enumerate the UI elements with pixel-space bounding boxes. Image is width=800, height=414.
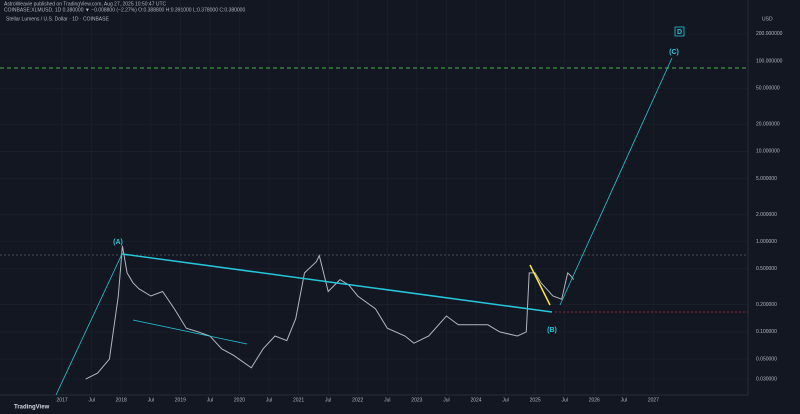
x-tick-label: 2020 [234,397,245,403]
y-tick-label: 0.100000 [756,329,777,335]
correction-line [529,264,551,306]
x-tick-label: 2018 [116,397,127,403]
x-tick-label: 2022 [352,397,363,403]
x-tick-label: Jul [621,397,627,403]
x-tick-label: 2017 [57,397,68,403]
symbol-line: COINBASE:XLMUSD, 1D 0.380000 ▼ −0.008800… [4,7,245,13]
projection-line [559,57,673,306]
x-tick-label: 2027 [648,397,659,403]
x-tick-label: Jul [502,397,508,403]
x-tick-label: Jul [384,397,390,403]
x-tick-label: 2023 [411,397,422,403]
wave-line [55,253,123,396]
wave-label: (C) [669,49,679,56]
y-tick-label: 20.000000 [756,122,780,128]
y-tick-label: 2.000000 [756,212,777,218]
y-tick-label: 100.000000 [756,58,783,64]
y-tick-label: 200.000000 [756,31,783,37]
x-tick-label: 2025 [530,397,541,403]
y-tick-label: 50.000000 [756,86,780,92]
price-line [85,245,574,380]
x-tick-label: 2024 [470,397,481,403]
currency: USD [762,16,773,22]
chart-title: Stellar Lumens / U.S. Dollar · 1D · COIN… [6,16,109,22]
wave-label: D [677,29,682,36]
x-tick-label: Jul [148,397,154,403]
y-tick-label: 0.030000 [756,376,777,382]
series-layer [85,245,574,380]
x-tick-label: Jul [561,397,567,403]
trend-line [121,253,553,313]
y-tick-label: 1.000000 [756,239,777,245]
x-tick-label: Jul [325,397,331,403]
wave-label: (A) [113,239,123,246]
x-tick-label: Jul [266,397,272,403]
channel-line [132,319,248,345]
y-tick-label: 0.500000 [756,266,777,272]
publisher: AstroWeavie published on TradingView.com… [4,1,167,7]
y-tick-label: 10.000000 [756,149,780,155]
x-tick-label: Jul [207,397,213,403]
brand: TradingView [14,405,50,411]
x-tick-label: 2026 [589,397,600,403]
y-tick-label: 0.200000 [756,302,777,308]
y-tick-label: 5.000000 [756,176,777,182]
wave-label: (B) [547,327,557,334]
y-tick-label: 0.050000 [756,356,777,362]
wave-box [674,26,685,37]
x-tick-label: 2021 [293,397,304,403]
x-tick-label: 2019 [175,397,186,403]
grid [0,0,748,395]
x-tick-label: Jul [443,397,449,403]
x-tick-label: Jul [88,397,94,403]
